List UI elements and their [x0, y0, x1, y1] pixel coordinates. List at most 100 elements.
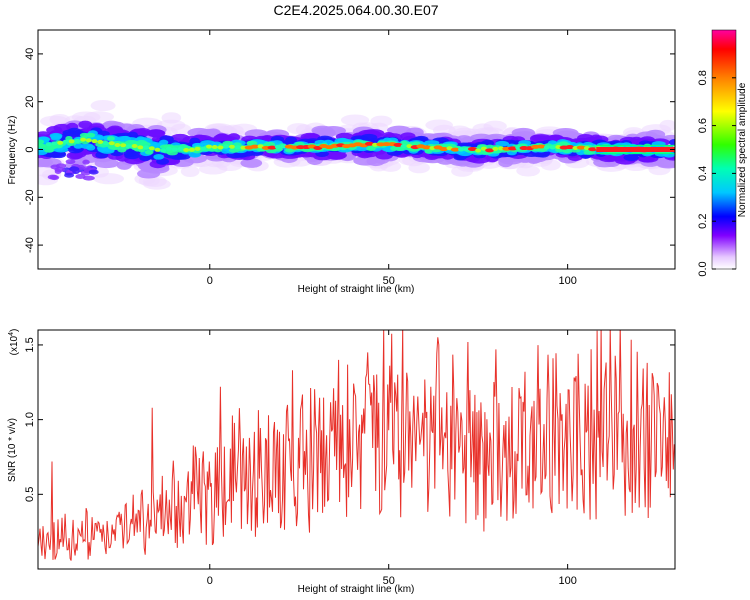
spectrogram-ridge-cell — [114, 143, 121, 148]
spectrogram-cell — [495, 140, 510, 147]
spectrogram-cell — [38, 157, 53, 168]
spectrogram-ridge-cell — [177, 147, 184, 152]
spectrogram-cell — [320, 125, 347, 136]
spectrogram-cell — [82, 175, 95, 181]
spectrogram-cell — [66, 151, 83, 160]
spectrogram-cell — [370, 115, 393, 127]
spectrogram-ridge-cell — [467, 146, 477, 151]
snr-axes: 0 50 100 0.5 1.0 1.5 — [24, 330, 675, 587]
colorbar-tick-label: 0.8 — [697, 70, 709, 85]
spectrogram-ridge-cell — [492, 146, 499, 151]
spectrogram-cell — [485, 144, 494, 150]
spectrogram-cell — [170, 133, 190, 142]
spectrogram-xtick-label: 0 — [207, 275, 213, 287]
spectrogram-cell — [90, 99, 116, 112]
spectrogram-ridge-cell — [250, 144, 260, 149]
spectrogram-cell — [400, 132, 416, 141]
spectrogram-cell — [80, 170, 91, 176]
spectrogram-cell — [222, 140, 234, 146]
spectrogram-ridge-cell — [439, 147, 449, 152]
spectrogram-ridge-cell — [97, 139, 104, 144]
spectrogram-ridge-cell — [234, 145, 241, 150]
colorbar-tick-label: 0.6 — [697, 118, 709, 133]
spectrogram-cell — [85, 132, 96, 138]
spectrogram-ridge-cell — [565, 145, 575, 150]
spectrogram-cell — [50, 135, 61, 141]
spectrogram-ridge-cell — [194, 146, 201, 151]
spectrogram-ridge-cell — [274, 144, 281, 149]
spectrogram-ridge-cell — [125, 144, 132, 149]
snr-panel: 0 50 100 0.5 1.0 1.5 Height of straight line … — [7, 329, 676, 595]
spectrogram-ridge-cell — [85, 138, 92, 143]
spectrogram-ridge-cell — [188, 147, 195, 152]
spectrogram-ridge-cell — [45, 142, 52, 147]
spectrogram-ridge-cell — [51, 141, 58, 146]
spectrogram-ridge-cell — [80, 137, 87, 142]
spectrogram-cell — [144, 149, 154, 155]
spectrogram-panel: 0 50 100 -40 -20 0 20 40 Height of straight lin… — [7, 29, 676, 295]
spectrogram-ridge-cell — [400, 144, 407, 149]
spectrogram-ridge-cell — [228, 144, 235, 149]
spectrogram-cell — [583, 150, 596, 155]
spectrogram-ridge-cell — [450, 147, 460, 152]
spectrogram-cell — [166, 150, 178, 156]
snr-series-line — [38, 330, 675, 561]
spectrogram-cell — [147, 129, 165, 138]
spectrogram-ridge-cell — [480, 146, 487, 151]
spectrogram-ytick-label: -40 — [24, 237, 36, 253]
spectrogram-ytick-label: 40 — [24, 48, 36, 60]
spectrogram-xlabel: Height of straight line (km) — [298, 284, 415, 295]
spectrogram-ytick-label: -20 — [24, 189, 36, 205]
colorbar-label: Normalized spectral amplitude — [737, 82, 748, 217]
spectrogram-cell — [451, 165, 474, 177]
spectrogram-ridge-cell — [171, 147, 178, 152]
spectrogram-cell — [68, 166, 80, 172]
spectrogram-cell — [106, 136, 115, 141]
spectrogram-ridge-cell — [576, 145, 586, 150]
spectrogram-cell — [82, 159, 90, 165]
spectrogram-cell — [73, 143, 83, 149]
spectrogram-cell — [142, 175, 167, 187]
spectrogram-cell — [285, 136, 297, 144]
spectrogram-cell — [38, 143, 47, 149]
spectrogram-cell — [240, 158, 263, 168]
spectrogram-cell — [153, 154, 165, 160]
spectrogram-cell — [246, 140, 254, 146]
spectrogram-ridge-cell — [536, 144, 546, 149]
spectrogram-ridge-cell — [120, 143, 127, 148]
snr-multiplier: (x104) — [8, 329, 20, 356]
spectrogram-cell — [71, 111, 101, 123]
spectrogram-ridge-cell — [108, 141, 115, 146]
spectrogram-cell — [62, 131, 79, 138]
spectrogram-ridge-cell — [422, 145, 432, 150]
spectrogram-cell — [65, 159, 76, 165]
colorbar-scale — [711, 29, 737, 270]
spectrogram-ridge-cell — [217, 145, 224, 150]
spectrogram-ridge-cell — [240, 145, 247, 150]
spectrogram-ridge-cell — [200, 146, 207, 151]
spectrogram-ridge-cell — [62, 139, 69, 144]
colorbar-tick-label: 0.2 — [697, 214, 709, 229]
spectrogram-ridge-cell — [183, 148, 190, 153]
spectrogram-ridge-cell — [267, 145, 277, 150]
snr-ylabel: SNR (10 * v/v) — [7, 418, 18, 482]
spectrogram-ridge-cell — [485, 148, 495, 153]
chart-title: C2E4.2025.064.00.30.E07 — [273, 2, 439, 18]
spectrogram-cell — [221, 148, 231, 154]
spectrogram-cell — [49, 175, 60, 181]
spectrogram-cell — [64, 172, 75, 178]
spectrogram-ridge-cell — [543, 145, 550, 150]
spectrogram-ridge — [45, 137, 675, 155]
spectrogram-cell — [287, 123, 311, 135]
spectrogram-cell — [38, 139, 45, 145]
spectrogram-ridge-cell — [160, 148, 167, 153]
snr-xlabel: Height of straight line (km) — [298, 584, 415, 595]
spectrogram-cell — [93, 173, 124, 185]
spectrogram-xtick-label: 50 — [383, 275, 395, 287]
spectrogram-ridge-cell — [549, 145, 556, 150]
spectrogram-cell — [562, 148, 572, 154]
spectrogram-ridge-cell — [143, 145, 150, 150]
spectrogram-ridge-cell — [364, 141, 374, 146]
spectrogram-cell — [161, 112, 182, 124]
spectrogram-cell — [668, 138, 675, 146]
